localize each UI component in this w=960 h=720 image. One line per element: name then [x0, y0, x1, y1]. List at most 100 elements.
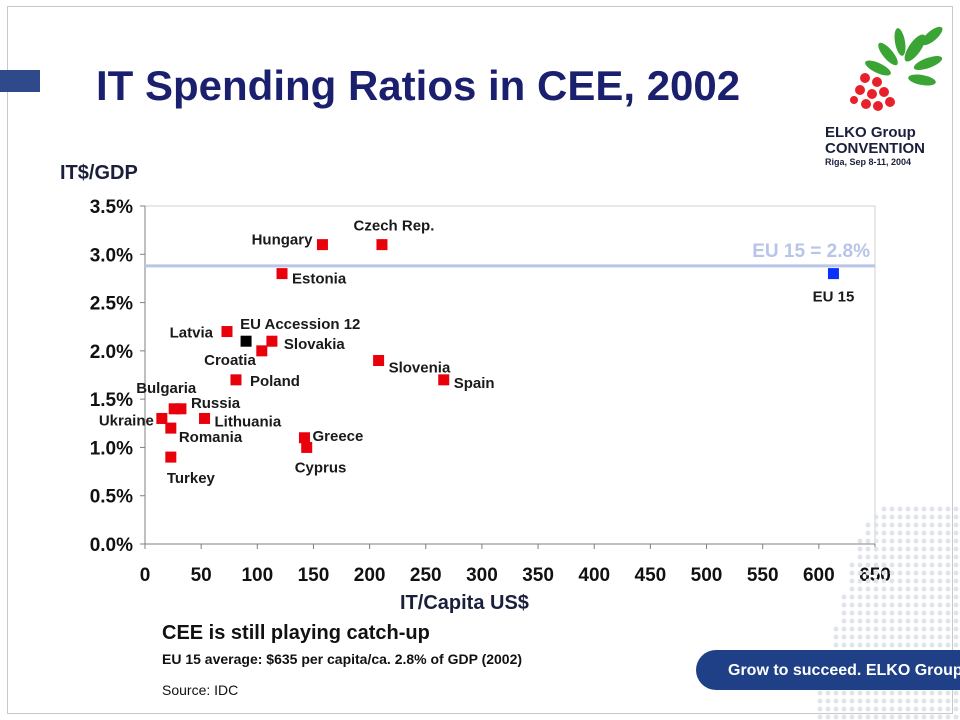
decorative-dot: [857, 634, 863, 640]
decorative-dot: [953, 634, 959, 640]
data-point: [230, 374, 242, 386]
decorative-dot: [929, 642, 935, 648]
decorative-dot: [953, 706, 959, 712]
decorative-dot: [905, 570, 911, 576]
decorative-dot: [833, 706, 839, 712]
decorative-dot: [921, 586, 927, 592]
decorative-dot: [929, 626, 935, 632]
decorative-dot: [905, 530, 911, 536]
decorative-dot: [945, 626, 951, 632]
decorative-dot: [873, 522, 879, 528]
decorative-dot: [865, 714, 871, 720]
decorative-dot: [865, 634, 871, 640]
decorative-dot: [913, 506, 919, 512]
decorative-dot: [937, 634, 943, 640]
decorative-dot: [913, 690, 919, 696]
decorative-dot: [945, 602, 951, 608]
decorative-dot: [881, 538, 887, 544]
decorative-dot: [873, 706, 879, 712]
decorative-dot: [897, 570, 903, 576]
data-label: Bulgaria: [136, 380, 197, 397]
decorative-dot: [945, 586, 951, 592]
decorative-dot: [849, 642, 855, 648]
decorative-dot: [865, 610, 871, 616]
data-label: Croatia: [204, 352, 256, 369]
decorative-dot: [913, 514, 919, 520]
data-label: Slovakia: [284, 336, 346, 353]
decorative-dot: [921, 562, 927, 568]
decorative-dot: [913, 610, 919, 616]
decorative-dot: [873, 562, 879, 568]
data-point: [199, 412, 211, 424]
decorative-dot: [929, 602, 935, 608]
decorative-dot: [865, 530, 871, 536]
decorative-dot: [857, 586, 863, 592]
decorative-dot: [921, 706, 927, 712]
decorative-dot: [833, 642, 839, 648]
decorative-dot: [889, 570, 895, 576]
decorative-dot: [929, 586, 935, 592]
decorative-dot: [881, 514, 887, 520]
decorative-dot: [937, 594, 943, 600]
data-point: [373, 355, 385, 367]
y-tick-label: 1.5%: [90, 390, 133, 411]
decorative-dot: [945, 506, 951, 512]
decorative-dot: [905, 538, 911, 544]
decorative-dot: [889, 562, 895, 568]
decorative-dot: [945, 522, 951, 528]
decorative-dot: [913, 698, 919, 704]
slide-title: IT Spending Ratios in CEE, 2002: [96, 62, 741, 109]
data-label: Latvia: [170, 325, 214, 342]
x-tick-label: 600: [803, 565, 835, 586]
decorative-dot: [921, 626, 927, 632]
decorative-dot: [953, 554, 959, 560]
decorative-dot: [953, 514, 959, 520]
decorative-dot: [897, 546, 903, 552]
decorative-dot: [921, 594, 927, 600]
decorative-dot: [897, 610, 903, 616]
reference-line-label: EU 15 = 2.8%: [752, 241, 870, 262]
decorative-dot: [905, 586, 911, 592]
data-point: [438, 374, 450, 386]
decorative-dot: [913, 530, 919, 536]
decorative-dot: [817, 706, 823, 712]
decorative-dot: [929, 562, 935, 568]
decorative-dot: [873, 642, 879, 648]
decorative-dot: [897, 698, 903, 704]
decorative-dot: [841, 610, 847, 616]
decorative-dot: [953, 690, 959, 696]
decorative-dot: [865, 546, 871, 552]
decorative-dot: [849, 618, 855, 624]
decorative-dot: [865, 594, 871, 600]
decorative-dot: [921, 714, 927, 720]
decorative-dot: [849, 690, 855, 696]
decorative-dot: [929, 514, 935, 520]
logo-text-line3: Riga, Sep 8-11, 2004: [825, 157, 912, 167]
data-label: Greece: [312, 428, 363, 445]
decorative-dot: [905, 706, 911, 712]
decorative-dot: [857, 546, 863, 552]
decorative-dot: [833, 690, 839, 696]
decorative-dot: [873, 546, 879, 552]
decorative-dot: [921, 602, 927, 608]
decorative-dot: [929, 522, 935, 528]
decorative-dot: [929, 546, 935, 552]
note-detail: EU 15 average: $635 per capita/ca. 2.8% …: [162, 651, 523, 667]
y-tick-label: 2.5%: [90, 294, 133, 315]
decorative-dot: [913, 522, 919, 528]
decorative-dot: [953, 530, 959, 536]
decorative-dot: [905, 618, 911, 624]
decorative-dot: [897, 690, 903, 696]
decorative-dot: [817, 698, 823, 704]
decorative-dot: [945, 570, 951, 576]
decorative-dot: [913, 594, 919, 600]
decorative-dot: [921, 538, 927, 544]
decorative-dot: [841, 602, 847, 608]
decorative-dot: [865, 618, 871, 624]
decorative-dot: [929, 634, 935, 640]
data-label: Ukraine: [99, 412, 154, 429]
decorative-dot: [945, 562, 951, 568]
data-point: [316, 239, 328, 251]
data-point: [266, 335, 278, 347]
